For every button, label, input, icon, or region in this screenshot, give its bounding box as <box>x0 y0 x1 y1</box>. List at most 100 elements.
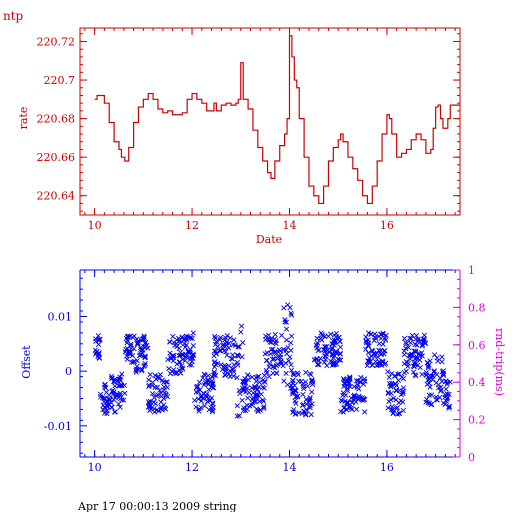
offset-point <box>376 340 382 347</box>
offset-point <box>390 410 396 416</box>
offset-point <box>433 394 439 400</box>
offset-point <box>389 380 395 386</box>
offset-point <box>444 396 450 402</box>
offset-point <box>260 397 266 403</box>
offset-point <box>355 382 361 388</box>
offset-point <box>365 343 371 349</box>
offset-point <box>135 366 141 373</box>
offset-point <box>186 362 193 368</box>
offset-point <box>223 368 229 374</box>
offset-point <box>234 413 240 419</box>
offset-point <box>434 371 440 378</box>
offset-point <box>185 349 191 355</box>
offset-point <box>242 378 248 384</box>
offset-point <box>399 374 405 380</box>
offset-point <box>269 356 276 362</box>
offset-point <box>210 385 217 391</box>
offset-point <box>220 341 227 348</box>
offset-point <box>94 348 100 354</box>
offset-point <box>385 390 391 396</box>
offset-point <box>205 395 212 401</box>
offset-point <box>140 335 146 341</box>
offset-point <box>176 345 182 351</box>
offset-point <box>425 377 431 383</box>
offset-point <box>202 372 208 378</box>
offset-point <box>208 405 214 411</box>
offset-point <box>99 395 106 401</box>
y2-tick-label: 0.6 <box>468 339 486 352</box>
offset-point <box>96 355 103 361</box>
offset-point <box>394 405 400 411</box>
offset-point <box>174 337 180 343</box>
offset-point <box>349 400 355 406</box>
offset-point <box>212 358 218 365</box>
offset-point <box>308 411 314 418</box>
offset-point <box>139 367 145 374</box>
offset-point <box>283 337 290 343</box>
offset-point <box>403 368 409 374</box>
offset-point <box>366 355 372 361</box>
offset-point <box>373 362 380 369</box>
offset-point <box>161 402 167 408</box>
offset-point <box>438 384 444 390</box>
offset-point <box>292 411 298 417</box>
offset-point <box>345 380 352 387</box>
offset-point <box>333 348 339 355</box>
offset-point <box>261 385 267 391</box>
offset-point <box>121 397 127 403</box>
offset-point <box>261 405 267 412</box>
offset-point <box>341 377 347 383</box>
offset-point <box>351 383 357 390</box>
offset-point <box>251 399 257 405</box>
offset-point <box>230 352 236 358</box>
offset-point <box>411 348 417 354</box>
y-tick-label: 0.01 <box>48 310 73 323</box>
offset-point <box>363 346 369 352</box>
offset-point <box>131 358 138 365</box>
offset-point <box>239 354 245 360</box>
offset-point <box>282 319 288 325</box>
offset-point <box>414 342 420 348</box>
offset-point <box>295 372 301 378</box>
offset-point <box>288 340 294 346</box>
offset-point <box>234 375 240 381</box>
offset-point <box>202 403 208 409</box>
offset-point <box>220 346 226 352</box>
offset-point <box>372 335 379 341</box>
offset-point <box>281 305 287 311</box>
offset-point <box>146 383 152 390</box>
offset-point <box>131 333 137 339</box>
offset-point <box>316 358 322 364</box>
offset-point <box>353 394 359 400</box>
offset-point <box>424 359 431 366</box>
rate-axis-label: rate <box>17 107 30 130</box>
offset-point <box>156 375 162 382</box>
offset-point <box>93 338 99 345</box>
offset-point <box>131 346 137 352</box>
offset-point <box>335 356 341 362</box>
offset-point <box>109 404 115 411</box>
offset-point <box>147 407 153 414</box>
offset-point <box>439 359 445 365</box>
offset-point <box>425 365 431 371</box>
offset-point <box>142 340 148 346</box>
offset-point <box>151 406 157 412</box>
offset-point <box>303 411 309 417</box>
offset-point <box>307 395 313 401</box>
offset-point <box>296 378 302 384</box>
offset-point <box>359 395 365 401</box>
page-title: ntp <box>3 9 24 23</box>
offset-point <box>290 370 296 377</box>
offset-point <box>303 396 309 403</box>
offset-point <box>149 391 156 397</box>
offset-point <box>100 407 106 413</box>
offset-point <box>234 353 241 359</box>
offset-point <box>119 371 125 377</box>
offset-point <box>168 354 174 361</box>
offset-point <box>188 355 194 361</box>
offset-point <box>198 393 205 399</box>
offset-point <box>238 323 245 329</box>
offset-point <box>109 388 115 394</box>
offset-point <box>313 356 319 363</box>
